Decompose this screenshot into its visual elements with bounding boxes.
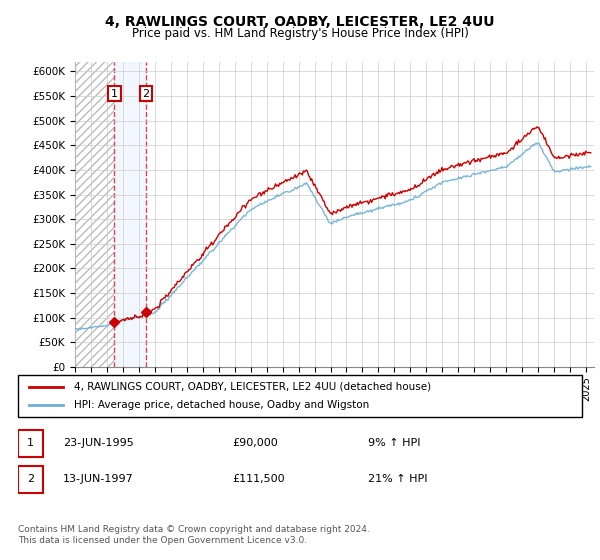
Text: 2: 2 bbox=[143, 88, 149, 99]
Bar bbox=[115, 62, 146, 367]
Text: 9% ↑ HPI: 9% ↑ HPI bbox=[368, 438, 420, 449]
Text: 23-JUN-1995: 23-JUN-1995 bbox=[63, 438, 134, 449]
Text: £90,000: £90,000 bbox=[232, 438, 278, 449]
Text: 21% ↑ HPI: 21% ↑ HPI bbox=[368, 474, 427, 484]
Text: 2: 2 bbox=[27, 474, 34, 484]
Text: Contains HM Land Registry data © Crown copyright and database right 2024.
This d: Contains HM Land Registry data © Crown c… bbox=[18, 525, 370, 545]
Text: 4, RAWLINGS COURT, OADBY, LEICESTER, LE2 4UU (detached house): 4, RAWLINGS COURT, OADBY, LEICESTER, LE2… bbox=[74, 382, 431, 392]
Text: 1: 1 bbox=[111, 88, 118, 99]
Text: 13-JUN-1997: 13-JUN-1997 bbox=[63, 474, 134, 484]
Bar bbox=[18, 430, 43, 457]
Text: 1: 1 bbox=[27, 438, 34, 449]
Text: HPI: Average price, detached house, Oadby and Wigston: HPI: Average price, detached house, Oadb… bbox=[74, 400, 370, 410]
Bar bbox=[75, 62, 115, 367]
Text: Price paid vs. HM Land Registry's House Price Index (HPI): Price paid vs. HM Land Registry's House … bbox=[131, 27, 469, 40]
Bar bbox=[18, 466, 43, 493]
Text: £111,500: £111,500 bbox=[232, 474, 285, 484]
Text: 4, RAWLINGS COURT, OADBY, LEICESTER, LE2 4UU: 4, RAWLINGS COURT, OADBY, LEICESTER, LE2… bbox=[105, 15, 495, 29]
